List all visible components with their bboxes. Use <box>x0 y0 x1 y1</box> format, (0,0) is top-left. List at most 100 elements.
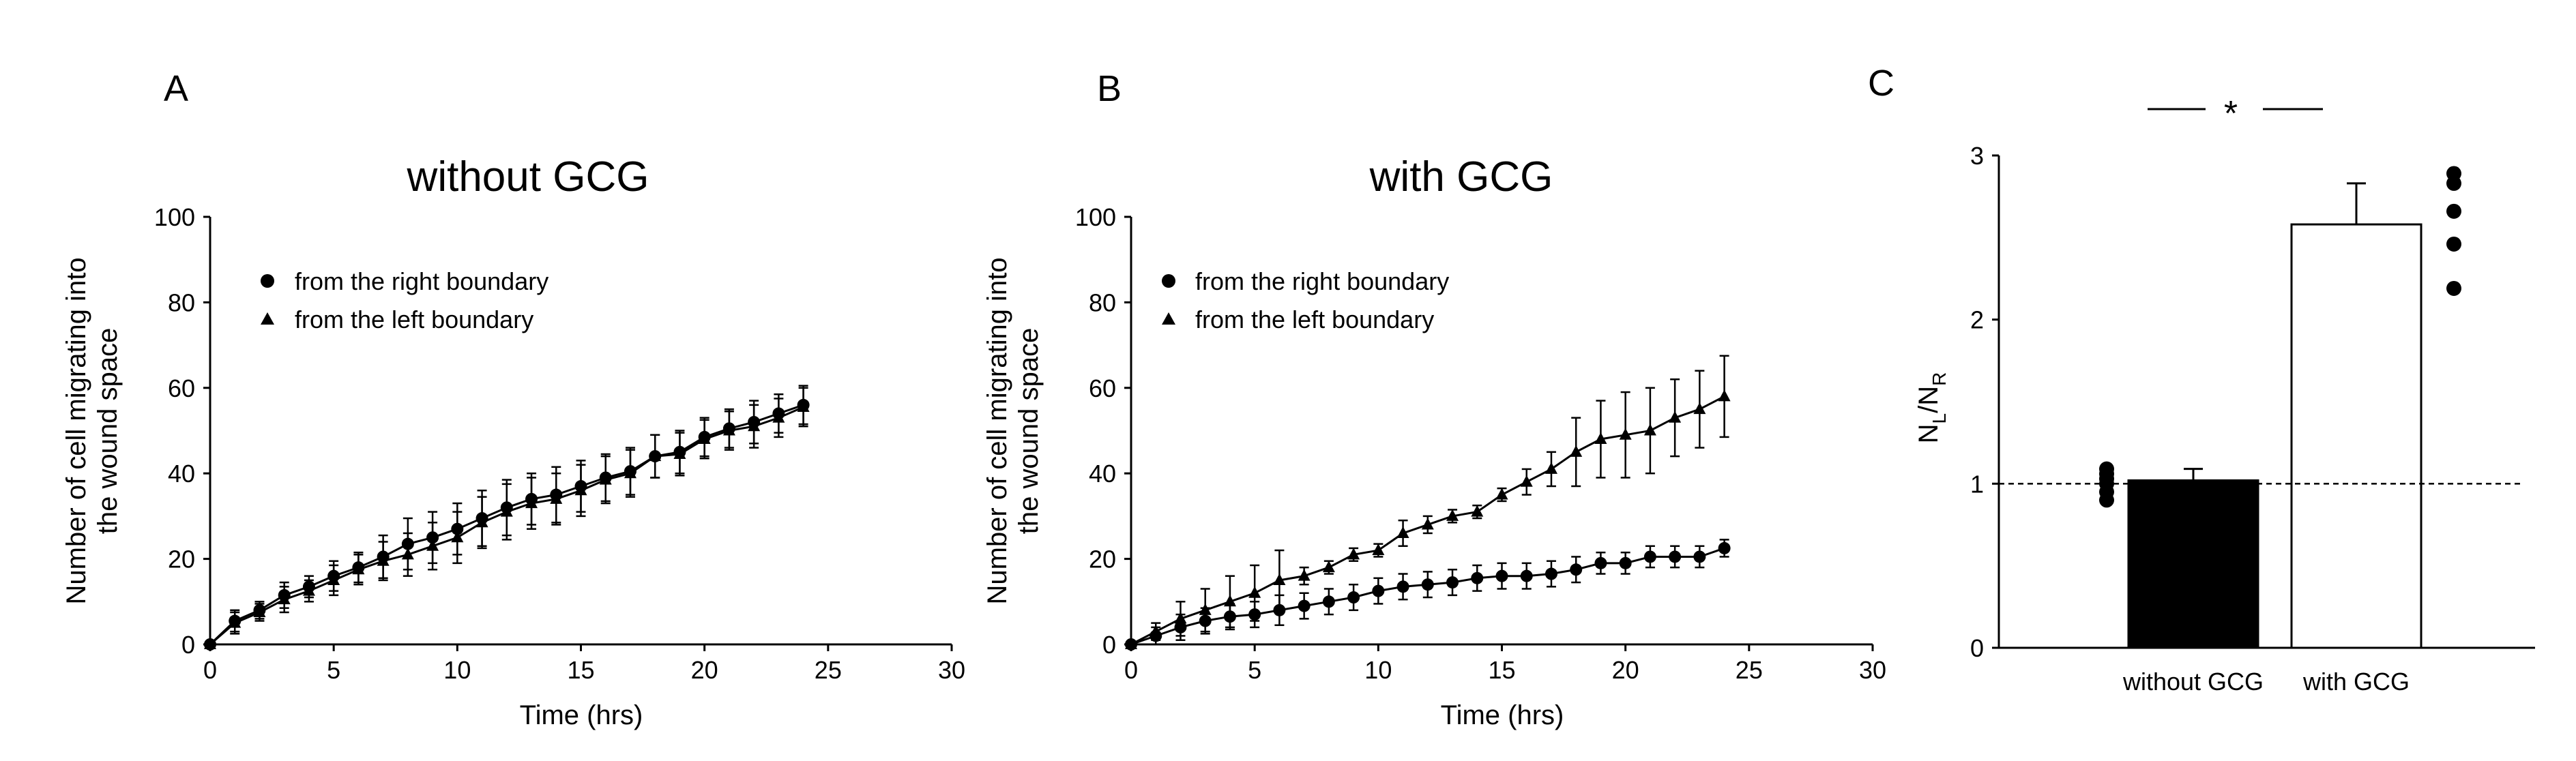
panel-a-y-label-line2: the wound space <box>93 328 123 534</box>
x-tick-label: 15 <box>567 656 594 684</box>
panel-b-letter: B <box>1097 68 1122 109</box>
data-point-circle <box>1619 556 1632 569</box>
y-tick-label: 20 <box>1089 546 1116 573</box>
data-point-triangle <box>1520 475 1533 487</box>
data-point-triangle <box>1446 509 1459 521</box>
data-point-triangle <box>426 539 439 551</box>
y-tick-label: 60 <box>1089 374 1116 402</box>
x-tick-label: 10 <box>443 656 471 684</box>
individual-point-with-gcg <box>2446 203 2461 219</box>
panel-a-letter: A <box>164 68 188 109</box>
panel-b: B with GCG 0 5 10 15 20 25 30 0 20 40 60 80 100 Tim… <box>982 68 1886 730</box>
x-tick-label: 5 <box>1248 656 1261 684</box>
panel-b-title: with GCG <box>1369 153 1553 200</box>
data-point-triangle <box>797 400 810 413</box>
data-point-triangle <box>550 492 563 504</box>
data-point-triangle <box>1545 462 1557 474</box>
panel-b-x-label: Time (hrs) <box>1441 700 1564 730</box>
data-point-circle <box>1347 591 1360 604</box>
x-tick-label: 30 <box>1859 656 1886 684</box>
panel-b-legend: from the right boundary from the left bo… <box>1162 267 1449 333</box>
data-point-triangle <box>1619 428 1632 440</box>
data-point-circle <box>1322 595 1335 608</box>
panel-a-legend: from the right boundary from the left bo… <box>261 267 548 333</box>
data-point-circle <box>1594 556 1607 569</box>
y-tick-label: 100 <box>154 203 195 231</box>
x-tick-label: 25 <box>815 656 842 684</box>
x-tick-label: 5 <box>327 656 340 684</box>
data-point-triangle <box>1594 432 1607 445</box>
x-tick-label: 20 <box>691 656 718 684</box>
panel-b-y-label-line2: the wound space <box>1014 328 1044 534</box>
data-point-circle <box>1471 571 1484 584</box>
data-point-triangle <box>1396 526 1409 538</box>
data-point-triangle <box>1298 569 1311 581</box>
data-point-circle <box>1421 578 1434 591</box>
data-point-triangle <box>599 473 612 485</box>
data-point-triangle <box>1125 638 1137 649</box>
data-point-triangle <box>1322 561 1335 573</box>
data-point-triangle <box>1199 603 1212 615</box>
data-point-triangle <box>1150 625 1162 637</box>
data-point-triangle <box>574 483 587 496</box>
y-tick-label: 80 <box>1089 288 1116 316</box>
x-tick-label: 0 <box>1124 656 1138 684</box>
data-point-triangle <box>1471 505 1484 517</box>
data-point-triangle <box>278 593 291 605</box>
data-point-triangle <box>401 548 414 560</box>
y-tick-label: 1 <box>1970 470 1984 498</box>
panel-a: A without GCG 0 5 10 15 20 25 30 020406080100 … <box>61 68 965 730</box>
panel-a-legend-left: from the left boundary <box>295 305 533 333</box>
data-point-triangle <box>525 496 538 509</box>
data-point-triangle <box>748 419 761 432</box>
data-point-triangle <box>451 531 464 543</box>
data-point-triangle <box>1643 423 1656 436</box>
data-point-triangle <box>722 423 735 436</box>
x-tick-label: 25 <box>1736 656 1763 684</box>
data-point-triangle <box>1693 402 1706 415</box>
panel-a-title: without GCG <box>407 153 649 200</box>
data-point-circle <box>1545 567 1557 580</box>
bar-without-gcg <box>2127 479 2259 649</box>
x-tick-label: 20 <box>1612 656 1639 684</box>
x-tick-label: 30 <box>938 656 965 684</box>
panel-c-y-ticks: 0 1 2 3 <box>1970 142 1999 662</box>
panel-b-legend-left: from the left boundary <box>1195 305 1434 333</box>
individual-point-with-gcg <box>2446 166 2461 181</box>
data-point-triangle <box>772 411 785 423</box>
data-point-triangle <box>352 563 365 575</box>
y-tick-label: 80 <box>168 288 195 316</box>
data-point-circle <box>1669 550 1682 563</box>
legend-triangle-marker <box>1162 312 1175 325</box>
panel-b-legend-right: from the right boundary <box>1195 267 1449 295</box>
data-point-triangle <box>1570 445 1583 457</box>
data-point-triangle <box>1223 595 1236 607</box>
data-point-circle <box>1718 541 1731 554</box>
y-tick-label: 0 <box>1102 631 1116 659</box>
data-point-triangle <box>1174 612 1187 624</box>
significance-marker: * <box>2224 94 2238 134</box>
panel-c-y-label: NL/NR <box>1914 372 1950 444</box>
legend-circle-marker <box>261 274 274 288</box>
data-point-circle <box>1495 569 1508 582</box>
data-point-circle <box>1520 569 1533 582</box>
category-label-with-gcg: with GCG <box>2302 668 2410 696</box>
y-tick-label: 20 <box>168 546 195 573</box>
data-point-triangle <box>1248 586 1261 598</box>
panel-a-plot-area <box>204 385 810 651</box>
x-tick-label: 0 <box>203 656 217 684</box>
data-point-circle <box>1570 563 1583 576</box>
data-point-triangle <box>1718 389 1731 402</box>
y-tick-label: 3 <box>1970 142 1984 170</box>
panel-a-y-ticks: 0 20 40 60 80 100 <box>154 203 210 659</box>
individual-point-with-gcg <box>2446 236 2461 252</box>
panel-b-y-label-line1: Number of cell migrating into <box>982 257 1012 604</box>
panel-b-y-ticks: 0 20 40 60 80 100 <box>1075 203 1131 659</box>
panel-c: C * 0 1 2 3 NL/NR without GCG with GCG <box>1868 63 2535 696</box>
x-tick-label: 10 <box>1364 656 1392 684</box>
data-point-triangle <box>377 554 390 566</box>
data-point-triangle <box>475 516 488 528</box>
legend-circle-marker <box>1162 274 1175 288</box>
panel-a-x-label: Time (hrs) <box>520 700 643 730</box>
